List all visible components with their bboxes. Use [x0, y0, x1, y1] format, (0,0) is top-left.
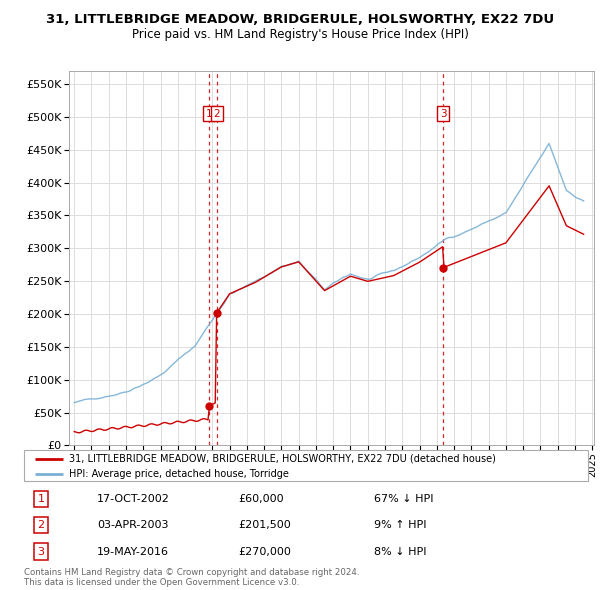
Text: 9% ↑ HPI: 9% ↑ HPI [374, 520, 426, 530]
Text: 2: 2 [37, 520, 44, 530]
Text: Contains HM Land Registry data © Crown copyright and database right 2024.
This d: Contains HM Land Registry data © Crown c… [24, 568, 359, 587]
Text: 3: 3 [37, 546, 44, 556]
Text: 03-APR-2003: 03-APR-2003 [97, 520, 169, 530]
Text: £270,000: £270,000 [238, 546, 291, 556]
Text: 1: 1 [206, 109, 212, 119]
Text: £201,500: £201,500 [238, 520, 291, 530]
Text: 2: 2 [214, 109, 220, 119]
Text: £60,000: £60,000 [238, 494, 284, 504]
Text: 31, LITTLEBRIDGE MEADOW, BRIDGERULE, HOLSWORTHY, EX22 7DU (detached house): 31, LITTLEBRIDGE MEADOW, BRIDGERULE, HOL… [69, 454, 496, 464]
Text: 8% ↓ HPI: 8% ↓ HPI [374, 546, 426, 556]
Text: 67% ↓ HPI: 67% ↓ HPI [374, 494, 433, 504]
Text: 19-MAY-2016: 19-MAY-2016 [97, 546, 169, 556]
Text: 17-OCT-2002: 17-OCT-2002 [97, 494, 170, 504]
Text: 1: 1 [37, 494, 44, 504]
Text: HPI: Average price, detached house, Torridge: HPI: Average price, detached house, Torr… [69, 469, 289, 479]
Text: 31, LITTLEBRIDGE MEADOW, BRIDGERULE, HOLSWORTHY, EX22 7DU: 31, LITTLEBRIDGE MEADOW, BRIDGERULE, HOL… [46, 13, 554, 26]
Text: Price paid vs. HM Land Registry's House Price Index (HPI): Price paid vs. HM Land Registry's House … [131, 28, 469, 41]
Text: 3: 3 [440, 109, 447, 119]
